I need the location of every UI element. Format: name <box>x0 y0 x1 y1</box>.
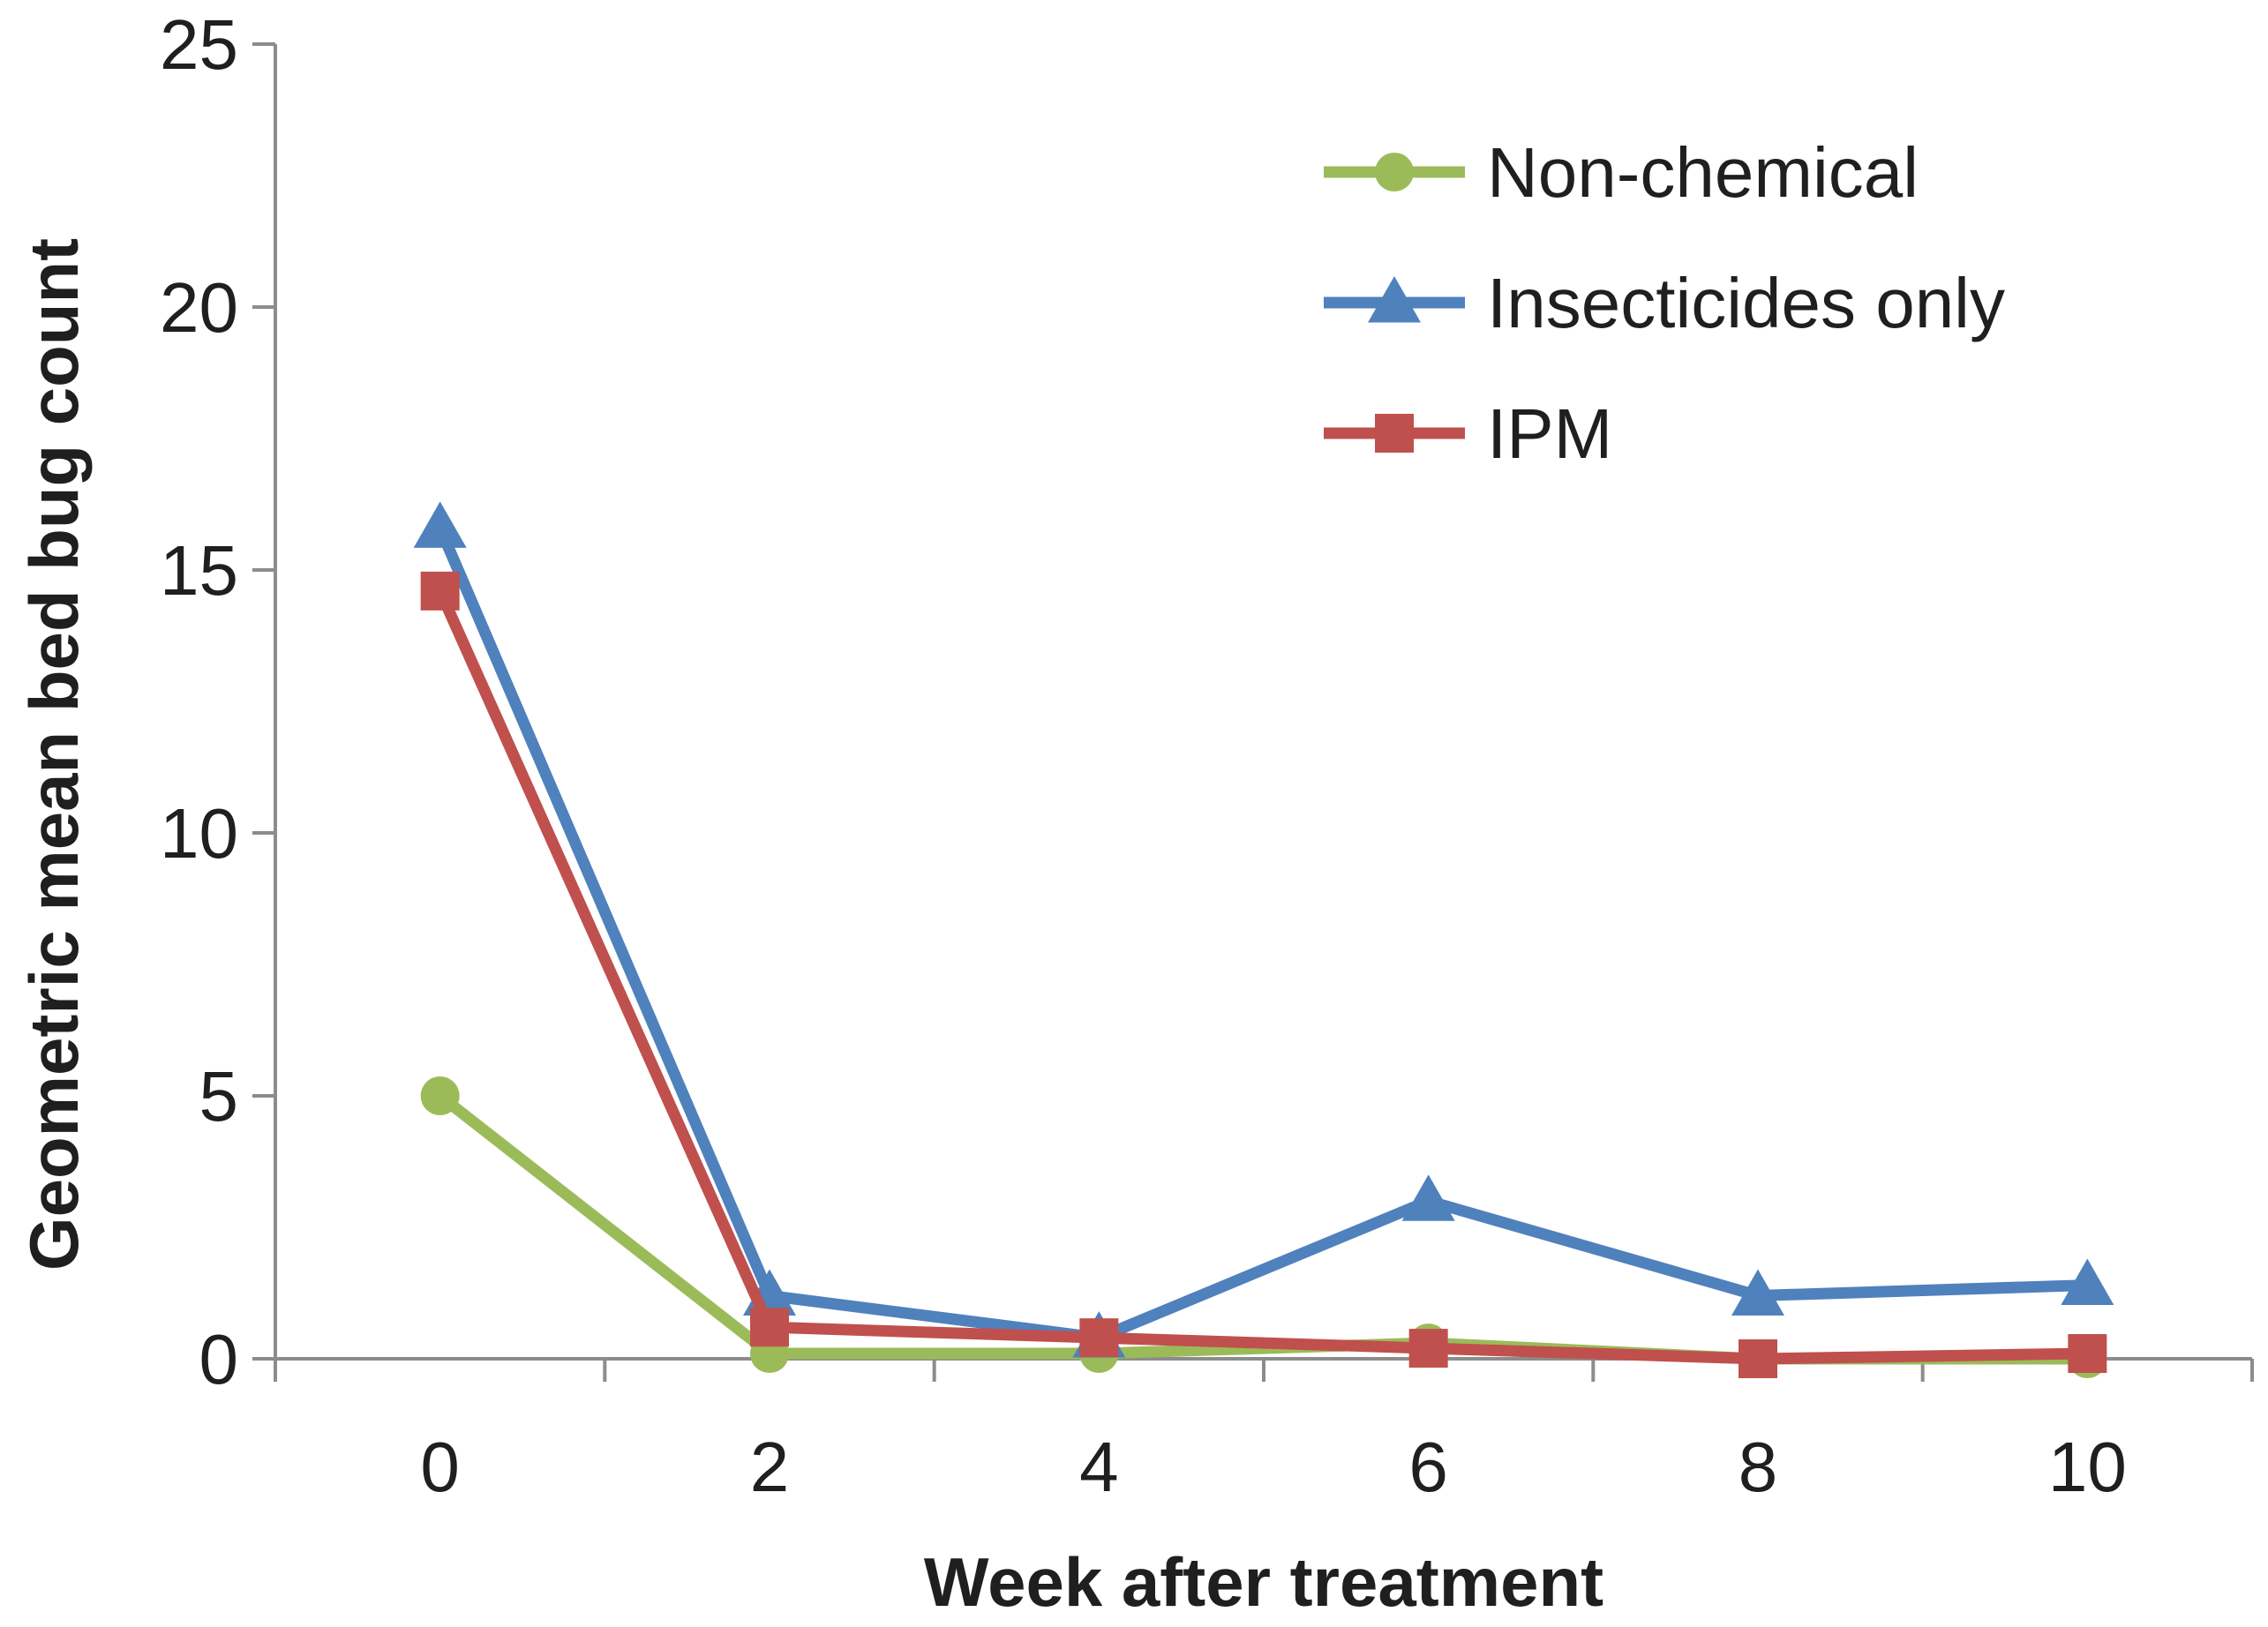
x-axis-ticks: 0 2 4 6 8 10 <box>274 1359 2254 1506</box>
x-tick-label: 4 <box>1079 1428 1119 1506</box>
series-line-ipm <box>434 589 2088 1365</box>
series-line-insecticides-only <box>434 525 2088 1344</box>
data-point-non-chemical <box>420 1076 460 1115</box>
y-tick-label: 0 <box>199 1320 239 1398</box>
y-tick-label: 15 <box>160 531 238 610</box>
x-tick-label: 10 <box>2048 1428 2127 1506</box>
data-point-ipm <box>750 1308 789 1347</box>
x-axis-title: Week after treatment <box>924 1543 1603 1621</box>
data-point-insecticides-only <box>1731 1269 1784 1316</box>
legend-item-insecticides-only: Insecticides only <box>1324 264 2005 342</box>
x-tick-label: 2 <box>750 1428 790 1506</box>
series-insecticides-only <box>413 501 2114 1358</box>
legend-label: IPM <box>1487 394 1612 473</box>
x-tick-label: 6 <box>1408 1428 1448 1506</box>
x-tick-label: 0 <box>420 1428 460 1506</box>
legend-item-ipm: IPM <box>1324 394 1612 473</box>
legend-marker <box>1375 153 1414 191</box>
data-point-ipm <box>1079 1318 1119 1358</box>
legend-marker <box>1368 276 1421 323</box>
data-point-ipm <box>1408 1329 1448 1368</box>
y-axis-title: Geometric mean bed bug count <box>15 238 93 1271</box>
axes: 0 5 10 15 20 25 0 2 4 6 8 10 <box>160 5 2254 1506</box>
legend: Non-chemical Insecticides only IPM <box>1324 133 2005 473</box>
data-point-ipm <box>1739 1339 1777 1378</box>
data-point-insecticides-only <box>413 501 467 548</box>
legend-item-non-chemical: Non-chemical <box>1324 133 1919 212</box>
x-tick-label: 8 <box>1739 1428 1778 1506</box>
legend-marker <box>1375 414 1414 453</box>
data-point-ipm <box>420 571 460 611</box>
series-layer <box>413 501 2114 1378</box>
y-tick-label: 5 <box>199 1057 239 1136</box>
y-tick-label: 10 <box>160 794 238 873</box>
y-tick-label: 20 <box>160 268 238 347</box>
y-tick-label: 25 <box>160 5 238 84</box>
legend-label: Non-chemical <box>1487 133 1919 212</box>
data-point-ipm <box>2068 1334 2107 1374</box>
data-point-insecticides-only <box>2061 1258 2114 1306</box>
series-ipm <box>420 571 2107 1378</box>
data-point-insecticides-only <box>1401 1174 1455 1221</box>
legend-label: Insecticides only <box>1487 264 2005 342</box>
y-axis-ticks: 0 5 10 15 20 25 <box>160 5 275 1398</box>
